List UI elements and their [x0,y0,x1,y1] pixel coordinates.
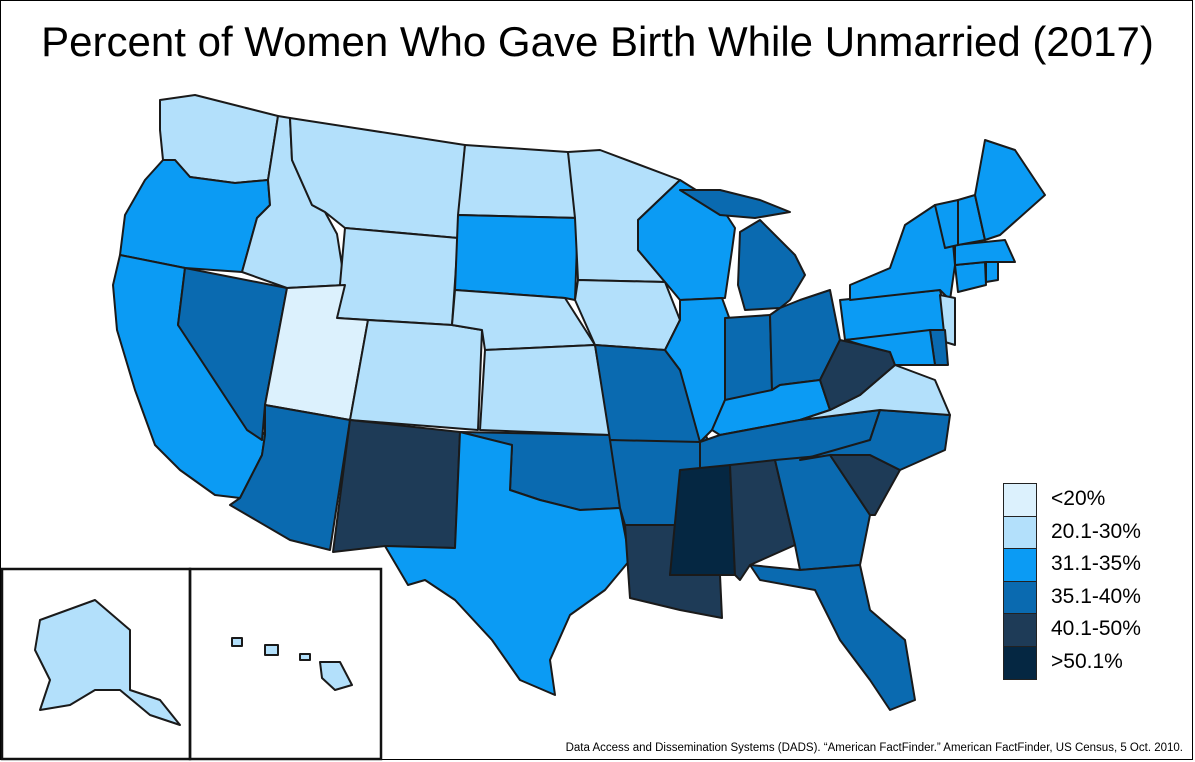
states-layer [34,94,1046,726]
state-michigan [737,219,806,311]
state-new-jersey [939,294,956,346]
legend-label: >50.1% [1051,649,1123,673]
state-texas [384,431,631,696]
legend-item: 40.1-50% [1003,613,1183,647]
state-michigan [679,189,791,219]
legend-swatch [1003,483,1037,517]
state-maine [974,139,1046,241]
legend-item: 20.1-30% [1003,515,1183,550]
legend-swatch [1003,515,1037,550]
state-florida [749,564,916,711]
legend-item: 31.1-35% [1003,548,1183,582]
state-colorado [349,319,483,431]
state-maryland [844,329,936,366]
state-mississippi [669,464,736,576]
legend-item: >50.1% [1003,645,1183,680]
legend-swatch [1003,645,1037,680]
state-new-mexico [332,419,461,553]
state-north-dakota [457,144,579,219]
legend-swatch [1003,580,1037,615]
state-connecticut [954,261,987,293]
state-alaska [34,599,181,726]
legend-item: <20% [1003,483,1183,517]
state-arizona [229,404,351,551]
state-kansas [479,344,611,436]
state-massachusetts [954,239,1016,266]
state-rhode-island [985,261,999,283]
legend-label: 35.1-40% [1051,584,1141,608]
legend-swatch [1003,548,1037,582]
legend-label: 40.1-50% [1051,617,1141,640]
state-south-dakota [454,214,579,301]
state-north-carolina [799,409,951,471]
state-hawaii [231,637,353,691]
legend-label: 20.1-30% [1051,519,1141,543]
hawaii-inset-box [188,567,383,761]
legend-label: 31.1-35% [1051,552,1141,575]
source-citation: Data Access and Dissemination Systems (D… [565,742,1183,754]
state-illinois [664,297,731,443]
map-title: Percent of Women Who Gave Birth While Un… [41,18,1154,65]
legend-swatch [1003,613,1037,647]
legend-item: 35.1-40% [1003,580,1183,615]
legend-label: <20% [1051,487,1106,510]
state-wyoming [336,227,459,326]
